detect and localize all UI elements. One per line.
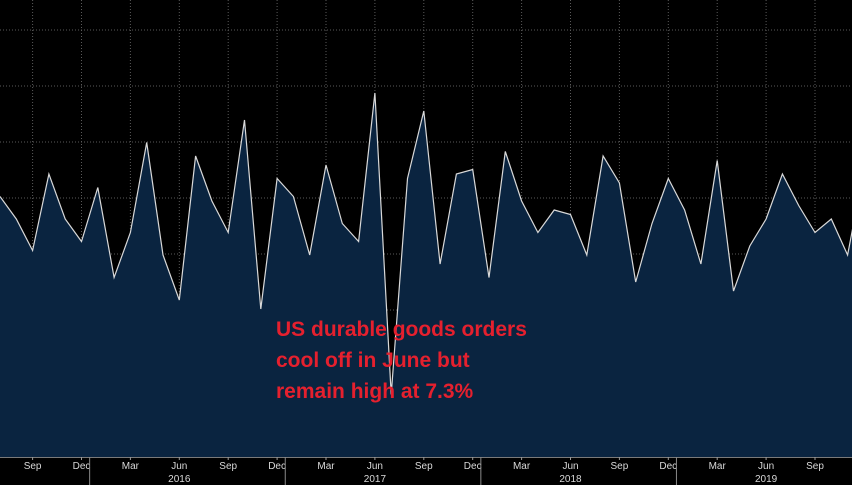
- x-tick-label: Dec: [73, 461, 91, 472]
- series-area: [0, 93, 852, 457]
- x-tick-label: Mar: [317, 461, 335, 472]
- x-tick-label: Sep: [611, 461, 629, 472]
- year-label: 2019: [755, 474, 778, 485]
- year-label: 2017: [364, 474, 387, 485]
- annotation-line-1: US durable goods orders: [276, 318, 527, 341]
- x-tick-label: Mar: [709, 461, 727, 472]
- x-tick-label: Jun: [562, 461, 578, 472]
- data-area: [0, 92, 852, 457]
- x-tick-label: Dec: [464, 461, 482, 472]
- x-tick-label: Sep: [24, 461, 42, 472]
- annotation-line-3: remain high at 7.3%: [276, 380, 474, 403]
- x-tick-label: Dec: [659, 461, 677, 472]
- x-tick-label: Dec: [268, 461, 286, 472]
- x-tick-label: Jun: [367, 461, 383, 472]
- year-label: 2016: [168, 474, 191, 485]
- series-line: [0, 92, 852, 395]
- x-tick-label: Sep: [415, 461, 433, 472]
- x-axis: Sep Dec Mar Jun Sep Dec Mar Jun Sep Dec Mar Jun Sep D…: [0, 457, 852, 485]
- annotation: US durable goods orders cool off in June…: [276, 314, 527, 407]
- x-tick-label: Jun: [171, 461, 187, 472]
- x-tick-label: Mar: [122, 461, 140, 472]
- annotation-line-2: cool off in June but: [276, 349, 470, 372]
- x-tick-label: Mar: [513, 461, 531, 472]
- x-tick-label: Sep: [219, 461, 237, 472]
- x-tick-label: Sep: [806, 461, 824, 472]
- year-label: 2018: [559, 474, 582, 485]
- x-tick-label: Jun: [758, 461, 774, 472]
